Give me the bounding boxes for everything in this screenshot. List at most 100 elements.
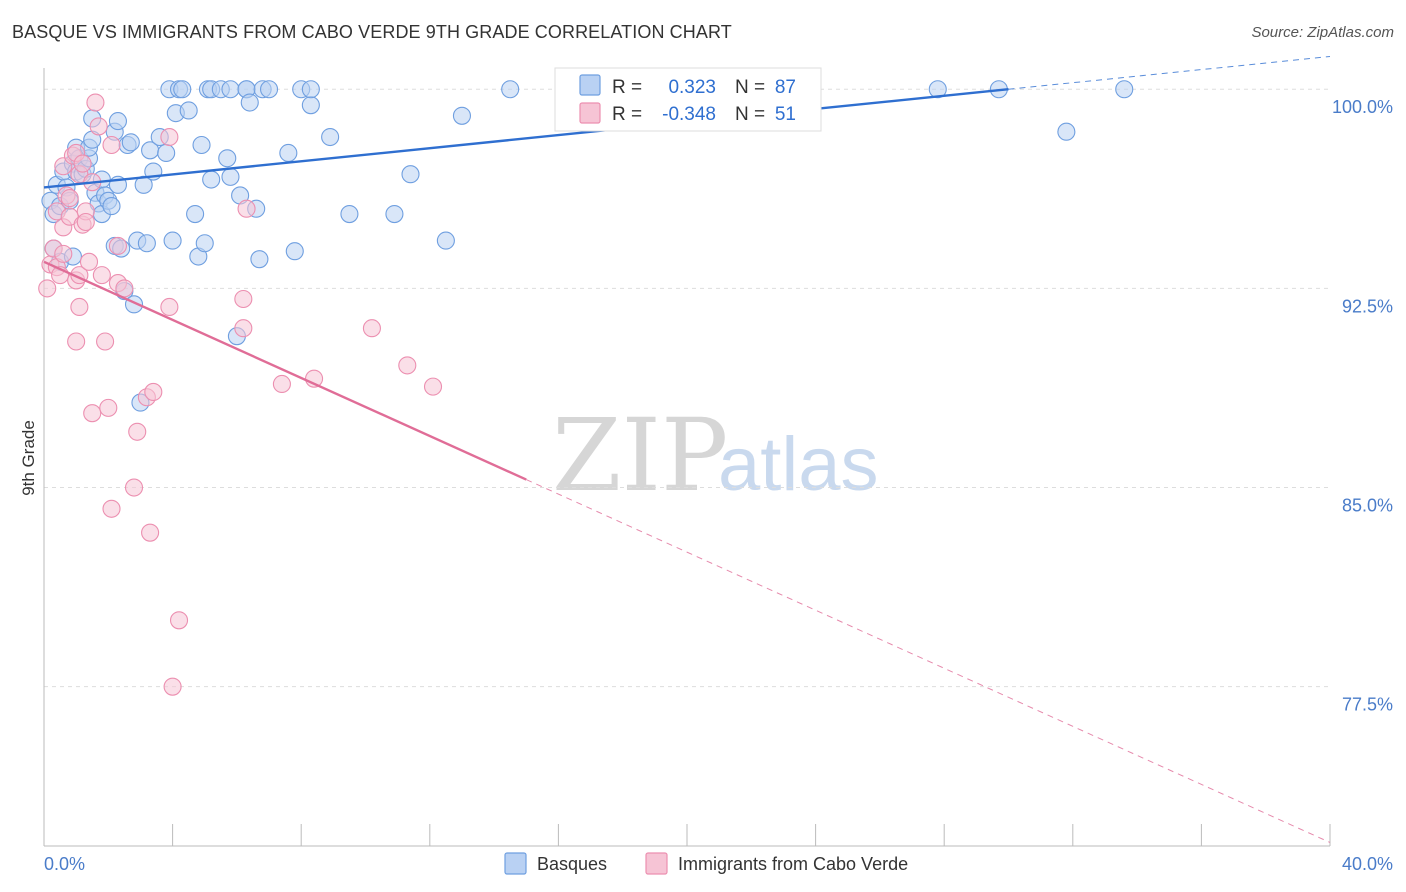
basques-point (202, 170, 221, 189)
basques-point (102, 197, 121, 216)
cabo-verde-point (73, 154, 92, 173)
basques-point (1115, 80, 1134, 99)
cabo-verde-point (423, 377, 443, 396)
y-tick-label: 92.5% (1342, 296, 1393, 316)
legend-n-value-1: 87 (775, 77, 796, 98)
y-tick-label: 77.5% (1342, 695, 1393, 715)
basques-point (259, 80, 279, 99)
x-ticks (43, 824, 1331, 846)
cabo-verde-point (99, 398, 118, 417)
cabo-verde-point (60, 189, 79, 208)
basques-point (221, 80, 240, 99)
cabo-verde-point (163, 677, 182, 696)
cabo-verde-point (38, 279, 57, 298)
cabo-verde-point (102, 499, 121, 518)
cabo-verde-point (96, 332, 115, 351)
cabo-verde-point (362, 319, 381, 338)
cabo-verde-point (67, 332, 86, 351)
cabo-verde-point (89, 117, 108, 136)
series-legend: Basques Immigrants from Cabo Verde (504, 852, 908, 875)
legend-n-label-1: N = (735, 77, 765, 98)
cabo-verde-point (160, 297, 179, 317)
basques-point (340, 204, 359, 224)
basques-point (179, 101, 198, 120)
basques-point (436, 231, 455, 250)
basques-point (250, 250, 269, 269)
cabo-verde-point (272, 374, 291, 394)
basques-point (928, 80, 947, 99)
cabo-verde-point (54, 244, 73, 263)
stats-legend: R = 0.323 N = 87 R = -0.348 N = 51 (554, 67, 822, 132)
legend-r-value-1: 0.323 (668, 77, 716, 98)
basques-point (163, 231, 182, 250)
basques-point (137, 234, 156, 253)
basques-point (321, 127, 340, 147)
bottom-legend-swatch-cabo-verde (645, 852, 668, 875)
y-tick-label: 85.0% (1342, 496, 1393, 516)
basques-point (1057, 122, 1076, 141)
cabo-verde-point (144, 382, 163, 401)
watermark-zip: ZIP (552, 397, 728, 514)
chart-source: Source: ZipAtlas.com (1251, 24, 1394, 41)
basques-point (501, 80, 520, 99)
legend-r-label-2: R = (612, 104, 642, 125)
basques-point (385, 204, 404, 224)
y-tick-label: 100.0% (1332, 97, 1393, 117)
chart-title: BASQUE VS IMMIGRANTS FROM CABO VERDE 9TH… (12, 22, 732, 42)
cabo-verde-point (124, 478, 144, 497)
legend-n-label-2: N = (735, 104, 765, 125)
basques-point (285, 242, 304, 261)
x-tick-label-max: 40.0% (1342, 854, 1393, 874)
basques-point (192, 135, 211, 155)
cabo-verde-point (237, 199, 256, 218)
basques-trend-extension (1008, 55, 1331, 90)
bottom-legend-label-basques: Basques (537, 854, 607, 874)
basques-point (186, 204, 205, 224)
cabo-verde-point (70, 297, 89, 317)
basques-point (195, 234, 214, 253)
legend-n-value-2: 51 (775, 104, 796, 125)
basques-point (108, 112, 127, 131)
legend-swatch-basques (579, 74, 601, 96)
cabo-verde-point (169, 611, 189, 630)
cabo-verde-point (398, 356, 417, 375)
cabo-verde-point (108, 236, 127, 255)
cabo-verde-point (102, 135, 121, 155)
basques-trend-line (43, 88, 1009, 189)
bottom-legend-label-cabo-verde: Immigrants from Cabo Verde (678, 854, 908, 874)
cabo-verde-point (79, 252, 99, 271)
series-cabo-verde (38, 93, 443, 696)
cabo-verde-point (234, 289, 253, 309)
cabo-verde-point (234, 319, 253, 338)
watermark-atlas: atlas (718, 422, 879, 507)
legend-swatch-cabo-verde (579, 102, 601, 124)
cabo-verde-trend-line (43, 260, 527, 481)
bottom-legend-swatch-basques (504, 852, 527, 875)
legend-r-value-2: -0.348 (662, 104, 716, 125)
basques-point (240, 93, 259, 112)
basques-point (279, 143, 298, 163)
basques-point (218, 149, 237, 168)
trend-lines (43, 55, 1331, 843)
cabo-verde-point (76, 212, 95, 232)
cabo-verde-point (128, 422, 147, 441)
basques-point (173, 80, 192, 99)
cabo-verde-point (141, 523, 160, 542)
cabo-verde-point (60, 207, 79, 226)
basques-point (401, 165, 420, 184)
basques-point (452, 106, 472, 125)
cabo-verde-trend-extension (526, 479, 1331, 843)
cabo-verde-point (160, 127, 179, 147)
x-tick-label-min: 0.0% (44, 854, 85, 874)
legend-r-label-1: R = (612, 77, 642, 98)
basques-point (221, 167, 240, 186)
cabo-verde-point (92, 266, 111, 285)
basques-point (301, 80, 320, 99)
cabo-verde-point (86, 93, 105, 112)
basques-point (157, 143, 176, 163)
basques-point (121, 133, 140, 152)
basques-point (301, 96, 320, 115)
cabo-verde-point (83, 404, 102, 423)
y-tick-labels: 100.0% 92.5% 85.0% 77.5% (1332, 97, 1393, 714)
